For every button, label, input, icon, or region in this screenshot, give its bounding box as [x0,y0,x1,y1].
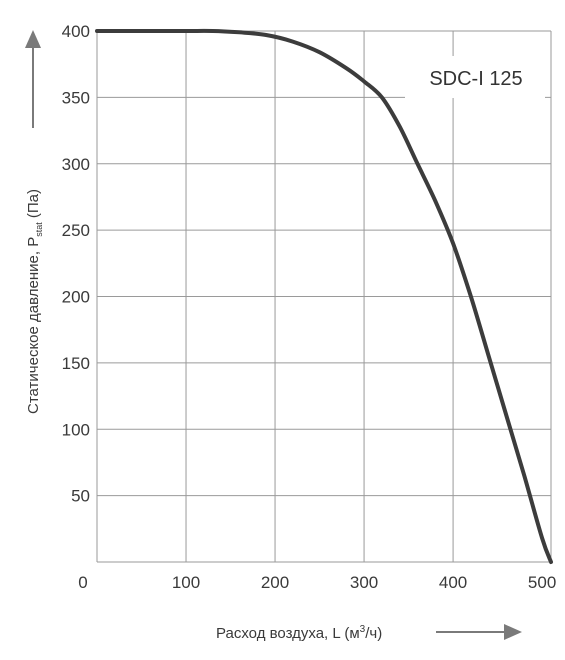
y-tick-label: 150 [62,354,90,373]
y-tick-label: 250 [62,221,90,240]
y-axis-arrow-icon [25,30,41,128]
x-tick-label: 100 [172,573,200,592]
x-tick-label: 400 [439,573,467,592]
y-tick-label: 350 [62,88,90,107]
x-tick-label: 300 [350,573,378,592]
y-axis-title: Статическое давление, Pstat (Па) [25,189,44,414]
x-axis-label-main: Расход воздуха, L (м [216,625,360,642]
x-tick-label: 500 [528,573,556,592]
svg-text:Статическое давление, Pstat (П: Статическое давление, Pstat (Па) [25,189,44,414]
x-axis-arrow-icon [436,624,522,640]
y-tick-label: 300 [62,155,90,174]
y-tick-label: 100 [62,420,90,439]
legend-box [405,56,545,98]
x-tick-label: 0 [78,573,87,592]
x-axis-title: Расход воздуха, L (м3/ч) [216,624,382,642]
y-tick-labels: 50 100 150 200 250 300 350 400 [62,22,90,506]
y-axis-label-sub: stat [34,222,44,237]
y-axis-label-tail: (Па) [25,189,42,222]
series-line [95,28,553,564]
grid [96,30,552,563]
x-axis-label-sup: 3 [360,624,366,635]
series-layer [95,28,553,564]
y-axis-label-main: Статическое давление, P [25,237,42,414]
x-axis-label-tail: /ч) [365,625,382,642]
y-tick-label: 50 [71,487,90,506]
y-tick-label: 200 [62,288,90,307]
x-tick-labels: 0 100 200 300 400 500 [78,573,556,592]
x-tick-label: 200 [261,573,289,592]
y-tick-label: 400 [62,22,90,41]
legend-label: SDC-I 125 [429,68,522,90]
